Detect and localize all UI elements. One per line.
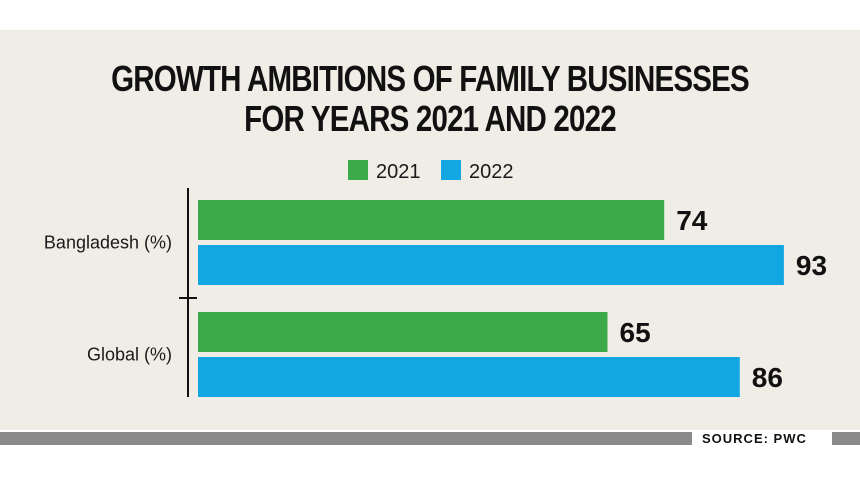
category-axis <box>179 188 197 397</box>
label-group: Bangladesh (%) 74 93 Global (%) 65 86 <box>44 205 827 393</box>
value-label-global-2021: 65 <box>620 317 651 348</box>
chart-title: GROWTH AMBITIONS OF FAMILY BUSINESSES FO… <box>77 59 782 139</box>
bar-bangladesh-2021 <box>198 200 665 240</box>
legend-label-2022: 2022 <box>469 161 514 183</box>
bar-global-2021 <box>198 312 608 352</box>
bar-bangladesh-2022 <box>198 245 784 285</box>
chart-title-line-1: GROWTH AMBITIONS OF FAMILY BUSINESSES <box>111 58 750 99</box>
chart-legend: 2021 2022 <box>348 160 514 183</box>
footer-bar <box>0 432 692 445</box>
bar-series-group <box>198 200 784 397</box>
category-label-bangladesh: Bangladesh (%) <box>44 233 172 253</box>
value-label-global-2022: 86 <box>752 362 783 393</box>
category-label-global: Global (%) <box>87 345 172 365</box>
footer-bar-end <box>832 432 860 445</box>
legend-swatch-2022 <box>441 160 461 180</box>
chart-title-line-2: FOR YEARS 2021 AND 2022 <box>244 98 616 139</box>
value-label-bangladesh-2021: 74 <box>676 205 708 236</box>
legend-label-2021: 2021 <box>376 161 421 183</box>
bar-global-2022 <box>198 357 740 397</box>
value-label-bangladesh-2022: 93 <box>796 250 827 281</box>
source-label: SOURCE: PWC <box>702 431 807 446</box>
legend-swatch-2021 <box>348 160 368 180</box>
